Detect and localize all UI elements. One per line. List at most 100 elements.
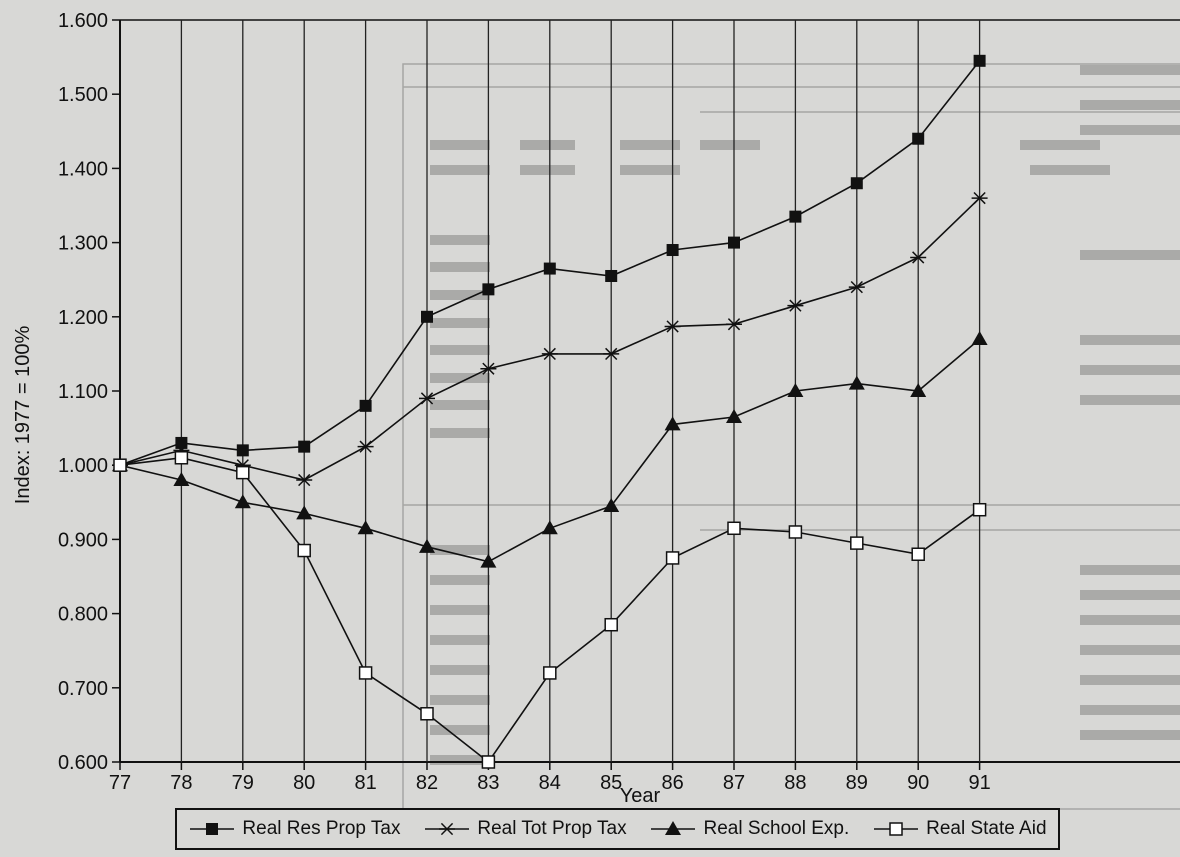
data-point [912,132,925,145]
legend-swatch-icon [190,823,235,835]
data-point [788,525,803,539]
data-point [543,262,556,275]
data-point [357,520,374,535]
data-point [480,362,497,375]
chart-legend: Real Res Prop Tax Real Tot Prop Tax Real S… [175,808,1060,850]
legend-item: Real State Aid [872,818,1047,840]
x-tick-label: 82 [416,772,438,794]
data-point [541,347,558,361]
data-point [603,347,620,361]
data-point [482,283,495,296]
x-tick-label: 88 [784,772,806,794]
series-real-school-exp [112,331,988,568]
legend-marker [665,821,682,835]
legend-item: Real Res Prop Tax [188,818,400,840]
data-point [726,408,742,423]
data-point [357,440,374,453]
data-point [236,465,250,480]
x-tick-label: 77 [109,772,131,794]
data-point [481,755,496,769]
x-tick-label: 83 [477,772,499,794]
x-tick-label: 91 [968,772,990,794]
data-point [420,707,434,721]
data-point [971,331,988,346]
data-point [787,383,804,397]
legend-swatch-icon [425,822,470,836]
legend-item: Real School Exp. [649,818,849,840]
data-point [787,299,804,312]
x-tick-label: 84 [539,772,561,794]
y-tick-label: 1.000 [58,455,108,477]
x-tick-label: 80 [293,772,315,794]
series-real-state-aid [113,451,987,769]
data-point [664,320,681,333]
data-point [419,392,435,405]
data-point [666,244,679,257]
data-point [789,210,802,223]
legend-swatch-icon [651,821,696,835]
data-point [480,553,497,568]
series-real-res-prop-tax [114,54,986,472]
legend-swatch-icon [874,822,919,836]
data-point [298,440,311,453]
data-point [297,543,311,558]
y-tick-label: 0.900 [58,529,108,551]
data-point [727,521,741,536]
data-point [848,375,865,390]
y-tick-label: 1.100 [58,381,108,403]
legend-marker [439,822,456,836]
y-tick-label: 1.300 [58,233,108,255]
data-point [603,498,620,513]
data-point [850,536,864,550]
data-point [910,251,927,264]
y-tick-label: 1.500 [58,84,108,106]
data-point [726,318,742,331]
y-tick-label: 0.600 [58,752,108,774]
x-tick-label: 81 [354,772,376,794]
data-point [728,236,740,249]
x-tick-label: 85 [600,772,622,794]
x-axis-label: Year [620,785,661,807]
data-point [296,505,313,520]
data-point [358,666,373,680]
y-tick-label: 0.800 [58,604,108,626]
data-point [911,547,925,561]
data-point [421,310,433,323]
legend-label: Real Tot Prop Tax [477,818,627,839]
x-tick-label: 79 [232,772,254,794]
data-point [359,399,372,412]
legend-item: Real Tot Prop Tax [423,818,627,840]
data-point [173,472,190,487]
x-tick-label: 89 [846,772,868,794]
legend-marker [206,823,219,835]
y-axis-label: Index: 1977 = 100% [12,326,34,505]
legend-marker [889,822,903,836]
data-point [541,520,558,535]
data-point [605,269,618,282]
data-point [419,538,435,553]
x-tick-label: 78 [170,772,192,794]
data-point [296,473,313,487]
data-point [234,494,251,509]
data-point [850,177,863,190]
y-tick-label: 1.600 [58,10,108,32]
data-point [236,444,249,457]
data-point [175,436,188,449]
x-tick-label: 86 [661,772,683,794]
y-tick-label: 1.400 [58,158,108,180]
x-tick-label: 87 [723,772,745,794]
data-point [604,617,618,632]
legend-label: Real Res Prop Tax [242,818,401,839]
data-point [113,458,127,472]
data-point [664,416,681,431]
legend-label: Real State Aid [926,818,1047,839]
y-tick-label: 1.200 [58,307,108,329]
y-tick-label: 0.700 [58,678,108,700]
data-point [174,451,189,465]
data-point [848,280,865,294]
x-tick-label: 90 [907,772,929,794]
legend-label: Real School Exp. [703,818,850,839]
data-point [971,191,988,205]
data-point [910,383,927,397]
